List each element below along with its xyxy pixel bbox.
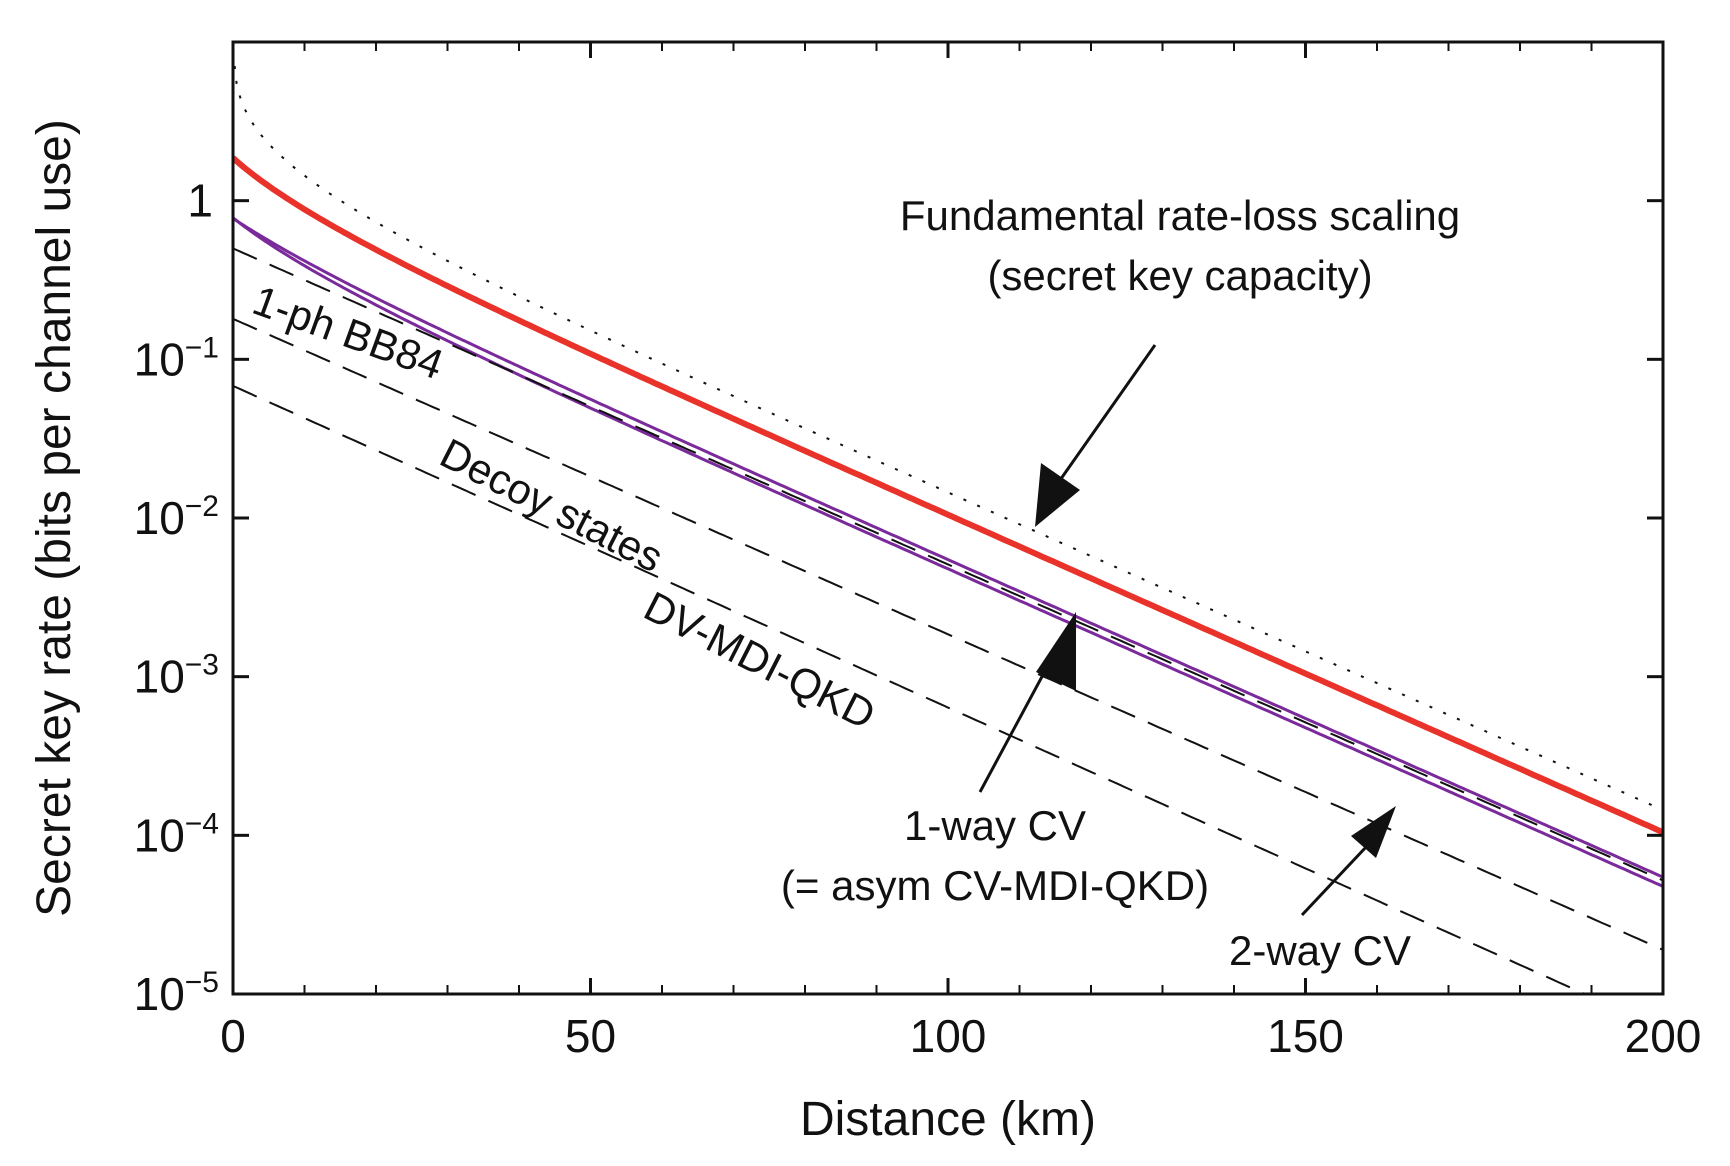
series-line-3 [233,217,1663,879]
arrow-oneway [978,612,1076,793]
annotation-twoway: 2-way CV [1229,927,1411,974]
annotation-decoy: Decoy states [433,429,671,581]
arrow-fundamental [1035,344,1157,527]
x-tick-label: 200 [1625,1010,1702,1062]
series-line-0 [233,50,1663,812]
annotation-fundamental-line2: (secret key capacity) [987,252,1372,299]
arrow-twoway [1300,806,1396,917]
series-line-5 [233,317,1663,951]
x-tick-label: 100 [910,1010,987,1062]
series-layer [233,50,1663,994]
y-tick-label: 10−4 [134,807,219,861]
annotation-oneway-line2: (= asym CV-MDI-QKD) [781,862,1209,909]
plot-frame [231,40,1665,996]
y-tick-label: 10−3 [134,649,219,703]
series-line-1 [233,155,1663,836]
y-tick-label: 10−5 [134,966,219,1020]
series-line-2 [233,216,1663,888]
x-tick-label: 0 [220,1010,246,1062]
ticks-layer: 0 50 100 150 200 1 10−1 10−2 10−3 10−4 10−5 [134,42,1702,1062]
annotation-fundamental-line1: Fundamental rate-loss scaling [900,192,1460,239]
annotation-bb84: 1-ph BB84 [247,276,450,388]
series-line-4 [233,247,1663,882]
x-tick-label: 150 [1267,1010,1344,1062]
y-tick-label: 1 [187,175,213,227]
x-axis-title: Distance (km) [800,1093,1096,1146]
y-axis-title: Secret key rate (bits per channel use) [28,119,81,917]
x-tick-label: 50 [565,1010,616,1062]
annotation-oneway-line1: 1-way CV [904,802,1086,849]
y-tick-label: 10−1 [134,331,219,385]
series-line-6 [233,384,1588,994]
annotation-dvmdi: DV-MDI-QKD [637,582,883,738]
y-tick-label: 10−2 [134,490,219,544]
